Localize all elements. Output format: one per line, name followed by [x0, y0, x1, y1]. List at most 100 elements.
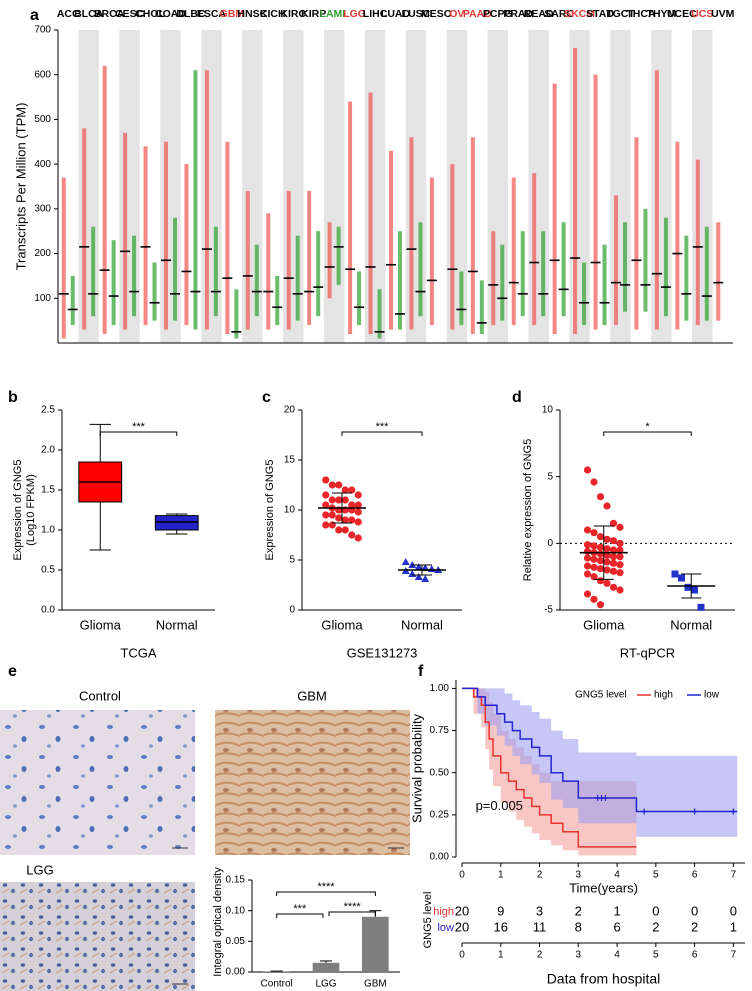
legend-title: GNG5 level: [575, 690, 627, 701]
y-tick-label: 0.75: [430, 725, 450, 736]
risk-table-footer: Data from hospital: [547, 971, 661, 987]
value-spread: [91, 226, 96, 317]
risk-count: 2: [691, 919, 698, 934]
data-point: [603, 551, 611, 559]
value-spread: [470, 137, 475, 335]
x-tick-label: 0: [459, 870, 465, 881]
cancer-label: HNSC: [237, 8, 267, 20]
cancer-label: TGCT: [606, 8, 635, 20]
data-point: [583, 547, 592, 555]
data-point: [328, 481, 336, 489]
y-tick-label: 200: [34, 248, 51, 259]
value-spread: [704, 226, 709, 321]
background-band: [242, 30, 263, 343]
y-tick-label: 2.0: [41, 445, 55, 456]
data-point: [341, 496, 349, 504]
data-point: [609, 559, 618, 567]
data-point: [341, 526, 349, 534]
data-point: [684, 583, 692, 591]
data-point: [583, 554, 592, 562]
value-spread: [614, 195, 618, 326]
data-point: [590, 529, 598, 537]
background-band: [323, 30, 345, 343]
value-spread: [532, 173, 537, 326]
x-tick-label: 2: [537, 870, 543, 881]
cancer-label: GBM: [220, 8, 245, 20]
value-spread: [561, 222, 566, 317]
value-spread: [173, 217, 177, 321]
censor-mark: [602, 795, 609, 801]
data-point: [414, 563, 423, 570]
value-spread: [111, 240, 116, 326]
cancer-label: PAAD: [463, 8, 492, 20]
censor-mark: [691, 808, 698, 815]
bar: [362, 916, 389, 972]
data-point: [341, 486, 349, 494]
cancer-label: READ: [524, 8, 554, 20]
value-spread: [327, 222, 332, 299]
background-band: [160, 30, 181, 343]
risk-count: 2: [575, 903, 582, 918]
data-point: [603, 558, 611, 566]
risk-count: 20: [455, 903, 469, 918]
value-spread: [634, 137, 639, 330]
y-tick-label: 0.00: [430, 852, 450, 863]
y-tick-label: 0.00: [226, 967, 246, 978]
value-spread: [602, 244, 607, 326]
data-point: [322, 476, 330, 484]
x-tick-label: 1: [498, 870, 504, 881]
cancer-label: OV: [449, 8, 464, 20]
significance-bracket: [276, 891, 376, 896]
value-spread: [307, 190, 312, 326]
cancer-label: KIRP: [301, 8, 326, 20]
significance-label: ***: [132, 421, 146, 433]
y-tick-label: 5: [289, 555, 295, 566]
value-spread: [275, 275, 280, 326]
y-tick-label: 1.0: [41, 525, 55, 536]
x-axis-label: GSE131273: [347, 645, 418, 660]
data-point: [335, 526, 343, 534]
cancer-label: THCA: [626, 8, 656, 20]
cancer-label: KICH: [260, 8, 286, 20]
x-tick-label: Glioma: [321, 617, 363, 632]
data-point: [335, 496, 343, 504]
data-point: [671, 570, 679, 578]
y-tick-label: 10: [284, 505, 296, 516]
data-point: [596, 543, 605, 551]
y-tick-label: 500: [34, 114, 51, 125]
value-spread: [357, 271, 362, 326]
value-spread: [132, 235, 137, 317]
y-tick-label: 400: [34, 159, 51, 170]
value-spread: [245, 190, 250, 330]
value-spread: [61, 177, 66, 339]
cancer-label: UCS: [691, 8, 713, 20]
cancer-label: PRAD: [503, 8, 533, 20]
data-point: [322, 511, 330, 519]
cancer-label: THYM: [647, 8, 677, 20]
background-band: [528, 30, 549, 343]
value-spread: [193, 70, 198, 330]
x-tick-label: Glioma: [80, 617, 122, 632]
y-tick-label: 100: [34, 293, 51, 304]
panel-label: c: [262, 389, 271, 406]
data-point: [583, 526, 592, 534]
censor-mark: [730, 808, 737, 815]
data-point: [590, 563, 598, 571]
data-point: [596, 601, 605, 609]
micrograph: [0, 710, 195, 855]
cancer-label: DLBC: [176, 8, 206, 20]
cancer-label: CESC: [115, 8, 145, 20]
significance-label: ***: [293, 903, 307, 915]
data-point: [697, 603, 705, 611]
x-tick-label: 6: [692, 870, 698, 881]
cancer-label: ACC: [57, 8, 80, 20]
value-spread: [377, 289, 382, 339]
cancer-label: LAML: [320, 8, 350, 20]
data-point: [609, 519, 618, 527]
value-spread: [663, 217, 668, 317]
y-tick-label: 0.10: [226, 905, 246, 916]
value-spread: [552, 83, 557, 335]
y-tick-label: 2.5: [41, 405, 55, 416]
x-tick-label: 7: [731, 950, 737, 961]
data-point: [590, 542, 598, 550]
